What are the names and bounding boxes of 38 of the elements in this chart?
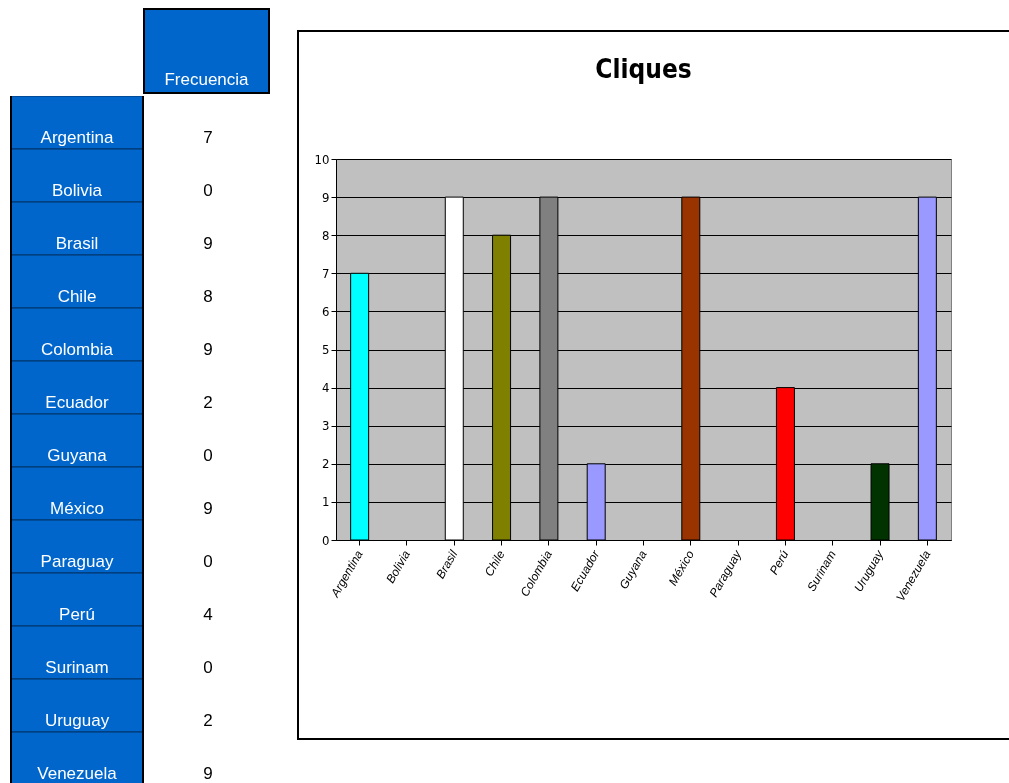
y-tick-label: 4 (322, 380, 330, 396)
data-label: 9 (203, 339, 213, 359)
y-tick-label: 9 (322, 189, 330, 205)
y-tick-label: 0 (322, 532, 330, 548)
category-label: Bolivia (51, 180, 103, 200)
chart-title: Cliques (595, 54, 692, 84)
category-label: México (50, 498, 104, 518)
y-tick-label: 6 (322, 303, 330, 319)
data-label: 2 (203, 710, 213, 730)
category-label: Ecuador (45, 392, 109, 412)
category-label: Argentina (40, 127, 114, 147)
category-label: Chile (57, 286, 97, 306)
data-label: 2 (203, 392, 213, 412)
y-tick-label: 8 (322, 227, 330, 243)
category-label: Surinam (45, 657, 109, 677)
category-label: Uruguay (44, 710, 110, 730)
y-tick-label: 3 (322, 418, 330, 434)
data-label: 9 (203, 763, 213, 783)
category-label: Brasil (55, 233, 99, 253)
data-label: 9 (203, 233, 213, 253)
y-tick-label: 2 (322, 456, 330, 472)
data-label: 4 (203, 604, 213, 624)
category-label: Venezuela (37, 763, 118, 783)
data-label: 0 (203, 445, 213, 465)
category-label: Guyana (47, 445, 108, 465)
data-label: 0 (203, 657, 213, 677)
category-label: Colombia (41, 339, 114, 359)
text: Frecuencia (143, 8, 270, 94)
data-label: 0 (203, 551, 213, 571)
data-label: 7 (203, 127, 213, 147)
category-label: Perú (59, 604, 95, 624)
data-label: 8 (203, 286, 213, 306)
y-tick-label: 5 (322, 342, 330, 357)
y-tick-label: 10 (314, 151, 330, 167)
data-label: 0 (203, 180, 213, 200)
y-tick-label: 1 (322, 494, 330, 510)
y-tick-label: 7 (322, 265, 330, 281)
data-label: 9 (203, 498, 213, 518)
